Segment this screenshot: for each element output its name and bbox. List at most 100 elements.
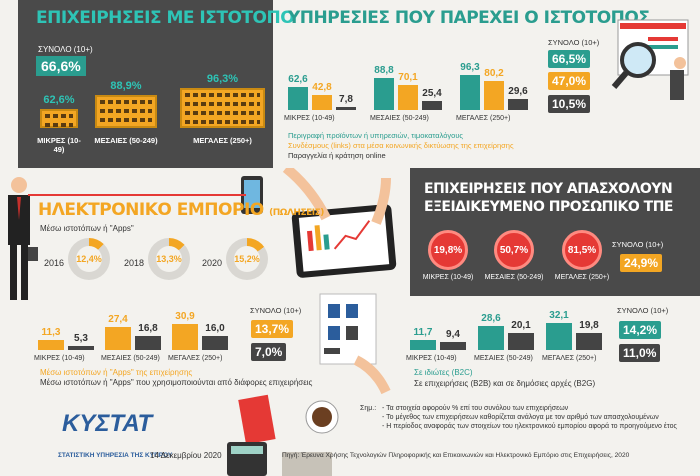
bar-value-2-3: 25,4 bbox=[422, 87, 442, 99]
bar-value-3-1: 32,1 bbox=[549, 309, 569, 321]
ecommerce-total-1: 13,7% bbox=[251, 320, 294, 338]
bar-value-2-1: 28,6 bbox=[481, 312, 501, 324]
ict-label-1: ΜΙΚΡΕΣ (10-49) bbox=[422, 274, 474, 281]
magnifier-illustration bbox=[608, 15, 698, 110]
bar-value-3-3: 29,6 bbox=[508, 86, 528, 98]
building-window-row bbox=[45, 114, 73, 119]
building-window-row bbox=[45, 123, 73, 128]
website-title: ΕΠΙΧΕΙΡΗΣΕΙΣ ΜΕ ΙΣΤΟΤΟΠΟ bbox=[36, 8, 295, 28]
services-chart: 62,6 42,8 7,8 ΜΙΚΡΕΣ (10-49) 88,8 70,1 25,4 ΜΕΣ… bbox=[284, 40, 538, 122]
bar-3-1 bbox=[546, 322, 572, 350]
shopping-illustration bbox=[316, 290, 404, 395]
building-value-1: 62,6% bbox=[43, 94, 75, 107]
building-window-row bbox=[100, 99, 152, 104]
category-label-3: ΜΕΓΑΛΕΣ (250+) bbox=[542, 355, 597, 362]
publish-date: 14 Δεκεμβρίου 2020 bbox=[150, 451, 222, 460]
bar-1-2 bbox=[312, 94, 332, 110]
bar-1-1 bbox=[38, 340, 64, 350]
bar-value-2-1: 88,8 bbox=[374, 65, 394, 77]
ict-label-3: ΜΕΓΑΛΕΣ (250+) bbox=[554, 274, 610, 281]
building-1 bbox=[40, 109, 78, 128]
website-panel bbox=[18, 0, 273, 168]
bar-1-2 bbox=[440, 342, 466, 350]
category-label-2: ΜΕΣΑΙΕΣ (50-249) bbox=[370, 115, 429, 122]
building-window-row bbox=[185, 120, 260, 125]
building-3 bbox=[180, 88, 265, 128]
shopping-icon bbox=[319, 293, 391, 395]
businessman-icon bbox=[8, 177, 38, 300]
desk-icon bbox=[227, 394, 339, 476]
tablet-illustration bbox=[236, 164, 411, 278]
bar-value-1-2: 5,3 bbox=[74, 332, 88, 344]
services-total-2: 47,0% bbox=[548, 72, 591, 90]
services-legend-3: Παραγγελία ή κράτηση online bbox=[288, 151, 386, 160]
building-window-row bbox=[185, 102, 260, 107]
building-2 bbox=[95, 94, 157, 128]
customers-total-2: 11,0% bbox=[619, 344, 661, 362]
ecommerce-legend-1: Μέσω ιστοτόπων ή "Apps" της επιχείρησης bbox=[40, 368, 193, 377]
bar-3-2 bbox=[484, 81, 504, 110]
building-window-row bbox=[100, 117, 152, 122]
bar-3-1 bbox=[460, 75, 480, 110]
building-window-row bbox=[185, 111, 260, 116]
donut-value-3: 15,2% bbox=[234, 246, 260, 272]
bar-1-2 bbox=[68, 345, 94, 350]
note-2: - Το μέγεθος των επιχειρήσεων καθορίζετα… bbox=[382, 414, 659, 421]
bar-3-3 bbox=[508, 99, 528, 110]
bar-value-3-2: 19,8 bbox=[579, 320, 599, 332]
bar-value-3-1: 30,9 bbox=[175, 310, 195, 322]
desk-illustration bbox=[222, 392, 358, 476]
bar-value-2-1: 27,4 bbox=[108, 313, 128, 325]
building-label-1: ΜΙΚΡΕΣ (10-49) bbox=[37, 136, 81, 154]
category-label-2: ΜΕΣΑΙΕΣ (50-249) bbox=[101, 355, 160, 362]
ecommerce-title-main: ΗΛΕΚΤΡΟΝΙΚΟ ΕΜΠΟΡΙΟ bbox=[38, 200, 264, 220]
bar-2-1 bbox=[374, 78, 394, 110]
bar-value-1-2: 42,8 bbox=[312, 81, 332, 93]
ict-label-2: ΜΕΣΑΙΕΣ (50-249) bbox=[484, 274, 544, 281]
bar-value-3-2: 16,0 bbox=[205, 323, 225, 335]
website-total-value: 66,6% bbox=[36, 56, 86, 76]
ict-circle-1: 19,8% bbox=[428, 230, 468, 270]
services-total-label: ΣΥΝΟΛΟ (10+) bbox=[548, 38, 600, 47]
ecommerce-legend-2: Μέσω ιστοτόπων ή "Apps" που χρησιμοποιού… bbox=[40, 378, 313, 387]
bar-value-1-3: 7,8 bbox=[339, 94, 353, 106]
note-3: - Η περίοδος αναφοράς των στοιχείων του … bbox=[382, 423, 677, 430]
donut-year-1: 2016 bbox=[44, 258, 65, 268]
building-value-3: 96,3% bbox=[206, 73, 239, 86]
bar-1-3 bbox=[336, 107, 356, 110]
category-label-1: ΜΙΚΡΕΣ (10-49) bbox=[284, 115, 335, 122]
logo: ΚΥΣΤΑΤ bbox=[62, 410, 152, 438]
logo-text: ΚΥΣΤΑΤ bbox=[62, 410, 153, 437]
building-label-3: ΜΕΓΑΛΕΣ (250+) bbox=[193, 136, 252, 145]
donut-2: 13,3% bbox=[148, 238, 190, 280]
building-window-row bbox=[100, 108, 152, 113]
category-label-3: ΜΕΓΑΛΕΣ (250+) bbox=[456, 115, 511, 122]
services-total-1: 66,5% bbox=[548, 50, 591, 68]
bar-2-1 bbox=[105, 326, 131, 350]
agency-name: ΣΤΑΤΙΣΤΙΚΗ ΥΠΗΡΕΣΙΑ ΤΗΣ ΚΥΠΡΟΥ bbox=[58, 452, 173, 459]
building-window-row bbox=[185, 93, 260, 98]
customers-legend-2: Σε επιχειρήσεις (B2B) και σε δημόσιες αρ… bbox=[414, 379, 596, 388]
magnifier-icon bbox=[611, 19, 689, 100]
bar-3-2 bbox=[202, 336, 228, 350]
businessman-illustration bbox=[0, 175, 38, 305]
bar-value-2-2: 16,8 bbox=[138, 322, 158, 334]
building-label-2: ΜΕΣΑΙΕΣ (50-249) bbox=[94, 136, 158, 145]
donut-3: 15,2% bbox=[226, 238, 268, 280]
ict-circle-3: 81,5% bbox=[562, 230, 602, 270]
bar-2-2 bbox=[508, 332, 534, 350]
bar-1-1 bbox=[288, 87, 308, 110]
note-1: - Τα στοιχεία αφορούν % επί του συνόλου … bbox=[382, 405, 569, 412]
customers-chart: 11,7 9,4 ΜΙΚΡΕΣ (10-49) 28,6 20,1 ΜΕΣΑΙΕΣ (50… bbox=[406, 300, 610, 362]
bar-1-1 bbox=[410, 340, 436, 350]
ecommerce-subtitle: Μέσω ιστοτόπων ή "Apps" bbox=[40, 224, 134, 233]
services-title: ΥΠΗΡΕΣΙΕΣ ΠΟΥ ΠΑΡΕΧΕΙ Ο ΙΣΤΟΤΟΠΟΣ bbox=[288, 8, 650, 28]
ecommerce-title: ΗΛΕΚΤΡΟΝΙΚΟ ΕΜΠΟΡΙΟ (ΠΩΛΗΣΕΙΣ) bbox=[38, 200, 324, 220]
bar-2-1 bbox=[478, 325, 504, 350]
bar-value-1-1: 62,6 bbox=[288, 74, 308, 86]
ecommerce-panel bbox=[28, 194, 246, 196]
bar-2-3 bbox=[422, 100, 442, 110]
services-total-3: 10,5% bbox=[548, 95, 591, 113]
website-total-label: ΣΥΝΟΛΟ (10+) bbox=[38, 45, 93, 54]
ecommerce-total-2: 7,0% bbox=[251, 343, 287, 361]
